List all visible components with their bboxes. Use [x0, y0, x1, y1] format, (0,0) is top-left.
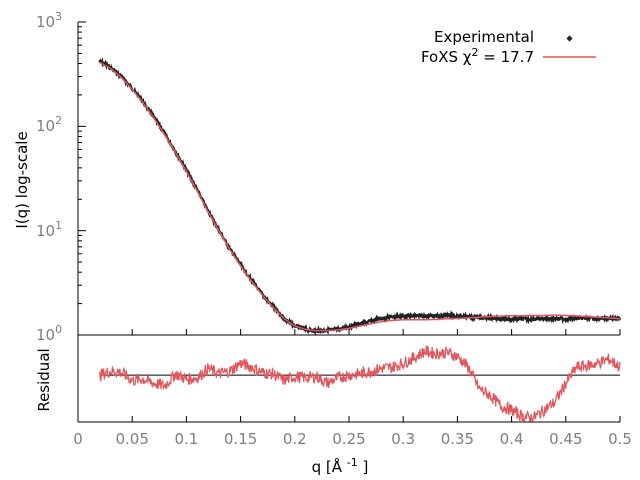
- x-axis-title: q [Å -1 ]: [312, 456, 369, 476]
- x-tick-label: 0: [73, 430, 83, 448]
- x-tick-label: 0.4: [500, 430, 524, 448]
- experimental-point: [499, 317, 502, 320]
- legend-marker-experimental: [566, 35, 573, 42]
- experimental-point: [510, 318, 513, 321]
- experimental-point: [553, 317, 557, 320]
- experimental-point: [412, 314, 416, 318]
- x-tick-label: 0.25: [332, 430, 365, 448]
- ticks-layer: 0 0.05 0.1 0.15 0.2 0.25 0.3 0.35 0.4 0.45 0.5: [73, 21, 632, 448]
- x-tick-label: 0.45: [549, 430, 582, 448]
- x-tick-label: 0.5: [608, 430, 632, 448]
- experimental-point: [586, 317, 589, 320]
- x-tick-label: 0.05: [115, 430, 148, 448]
- legend-label-experimental: Experimental: [434, 28, 534, 46]
- experimental-point: [391, 315, 394, 318]
- x-tick-label: 0.2: [283, 430, 307, 448]
- series-residual: [99, 345, 621, 422]
- experimental-point: [521, 318, 524, 321]
- experimental-point: [402, 314, 405, 318]
- experimental-point: [488, 317, 492, 320]
- residual-plot-area: [99, 345, 621, 422]
- experimental-point: [369, 319, 372, 323]
- x-tick-label: 0.15: [224, 430, 257, 448]
- experimental-point: [358, 322, 361, 325]
- y-tick-label: 102: [36, 114, 62, 135]
- experimental-point: [575, 317, 578, 320]
- series-experimental: [98, 57, 621, 336]
- experimental-point: [434, 314, 437, 318]
- y-tick-label: 103: [36, 10, 62, 31]
- main-y-axis-title: I(q) log-scale: [13, 131, 31, 228]
- x-tick-label: 0.35: [441, 430, 474, 448]
- experimental-point: [445, 313, 448, 316]
- legend: Experimental FoXS χ2 = 17.7: [421, 28, 596, 66]
- experimental-point: [456, 314, 459, 318]
- residual-y-axis-title: Residual: [35, 348, 53, 411]
- series-foxs-fit: [99, 61, 621, 332]
- experimental-point: [543, 317, 546, 320]
- experimental-point: [380, 317, 383, 320]
- legend-label-foxs: FoXS χ2 = 17.7: [421, 46, 534, 66]
- experimental-point: [347, 325, 351, 328]
- experimental-point: [532, 318, 535, 321]
- y-tick-label: 100: [36, 323, 62, 344]
- x-tick-label: 0.3: [391, 430, 415, 448]
- main-y-tick-labels: 103 102 101 100: [36, 10, 62, 344]
- experimental-point: [564, 317, 567, 320]
- main-plot-area: [98, 57, 622, 336]
- y-tick-label: 101: [36, 219, 62, 240]
- experimental-point: [423, 314, 426, 317]
- x-tick-label: 0.1: [174, 430, 198, 448]
